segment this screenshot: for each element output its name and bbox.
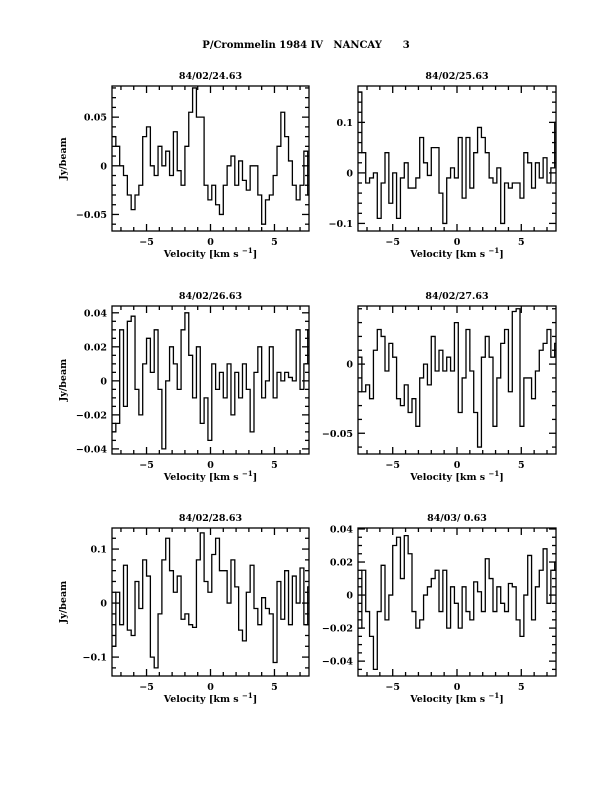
spectrum-panel: 84/02/26.63 −5 0 5 −0.04 −0.02 0 0.02 0.04 Veloci… (58, 291, 310, 483)
y-tick-label: −0.05 (322, 429, 353, 440)
y-tick-label: −0.02 (322, 624, 353, 635)
x-axis-label: Velocity [km s −1] (409, 691, 503, 705)
x-axis-label: Velocity [km s −1] (163, 246, 257, 260)
x-tick-label: 0 (207, 460, 214, 471)
spectrum-panel: 84/02/24.63 −5 0 5 −0.05 0 0.05 Velocity [km s … (58, 71, 310, 260)
x-axis-label-text: Velocity [km s (163, 694, 242, 705)
figure-title: P/Crommelin 1984 IV NANCAY 3 (202, 40, 409, 51)
x-tick-label: −5 (385, 237, 400, 248)
x-axis-label-superscript: −1 (242, 691, 253, 700)
panel-title: 84/02/25.63 (425, 71, 488, 82)
spectrum-line (358, 534, 556, 671)
x-axis-label-bracket: ] (253, 694, 258, 705)
x-tick-label: 5 (271, 460, 278, 471)
y-tick-label: 0.05 (84, 113, 107, 124)
y-tick-label: −0.1 (83, 653, 108, 664)
x-tick-label: −5 (385, 682, 400, 693)
spectrum-line (358, 308, 556, 448)
y-tick-label: −0.1 (329, 219, 354, 230)
x-axis-label-bracket: ] (499, 249, 504, 260)
y-tick-label: −0.02 (76, 410, 107, 421)
y-tick-label: −0.04 (322, 657, 353, 668)
y-tick-label: 0.1 (336, 118, 353, 129)
spectrum-line (358, 91, 556, 225)
panel-title: 84/02/27.63 (425, 291, 488, 302)
plot-frame (111, 85, 310, 232)
plot-frame (357, 305, 557, 455)
y-tick-label: 0 (346, 168, 353, 179)
x-tick-label: 0 (454, 682, 461, 693)
x-axis-label-superscript: −1 (242, 246, 253, 255)
x-axis-label: Velocity [km s −1] (163, 469, 257, 483)
y-tick-label: 0 (346, 360, 353, 371)
plot-frame (111, 527, 310, 677)
x-tick-label: −5 (385, 460, 400, 471)
x-axis-label-bracket: ] (499, 694, 504, 705)
x-axis-label: Velocity [km s −1] (163, 691, 257, 705)
y-tick-label: −0.05 (76, 210, 107, 221)
x-axis-label: Velocity [km s −1] (409, 246, 503, 260)
x-axis-label: Velocity [km s −1] (409, 469, 503, 483)
y-tick-label: 0 (100, 599, 107, 610)
y-tick-label: 0.04 (84, 308, 108, 319)
spectrum-line (112, 87, 309, 225)
plot-frame (357, 527, 557, 677)
x-axis-label-superscript: −1 (488, 469, 499, 478)
x-tick-label: 5 (271, 682, 278, 693)
y-tick-label: −0.04 (76, 444, 107, 455)
x-tick-label: 0 (207, 682, 214, 693)
x-axis-label-text: Velocity [km s (163, 249, 242, 260)
panel-title: 84/02/28.63 (179, 513, 242, 524)
x-axis-label-text: Velocity [km s (163, 472, 242, 483)
panel-title: 84/02/24.63 (179, 71, 242, 82)
x-axis-label-text: Velocity [km s (409, 249, 488, 260)
panel-title: 84/02/26.63 (179, 291, 242, 302)
x-tick-label: 0 (454, 460, 461, 471)
plot-frame (111, 305, 310, 455)
x-axis-label-bracket: ] (253, 249, 258, 260)
y-tick-label: 0 (100, 376, 107, 387)
y-tick-label: 0 (100, 161, 107, 172)
spectrum-panel: 84/03/ 0.63 −5 0 5 −0.04 −0.02 0 0.02 0.04 Veloci… (322, 513, 557, 705)
y-tick-label: 0.04 (330, 524, 354, 535)
y-axis-label: Jy/beam (58, 359, 69, 402)
x-tick-label: 0 (454, 237, 461, 248)
x-tick-label: −5 (139, 237, 154, 248)
y-tick-label: 0.02 (330, 558, 353, 569)
x-axis-label-text: Velocity [km s (409, 694, 488, 705)
x-tick-label: −5 (139, 460, 154, 471)
spectrum-panel: 84/02/25.63 −5 0 5 −0.1 0 0.1 Velocity [km s −1… (329, 71, 557, 260)
x-tick-label: 5 (518, 682, 525, 693)
x-tick-label: −5 (139, 682, 154, 693)
spectrum-line (112, 532, 309, 669)
x-tick-label: 5 (518, 237, 525, 248)
x-axis-label-bracket: ] (499, 472, 504, 483)
x-axis-label-superscript: −1 (488, 246, 499, 255)
y-tick-label: 0 (346, 591, 353, 602)
x-axis-label-superscript: −1 (242, 469, 253, 478)
x-tick-label: 0 (207, 237, 214, 248)
x-tick-label: 5 (518, 460, 525, 471)
x-axis-label-superscript: −1 (488, 691, 499, 700)
x-axis-label-bracket: ] (253, 472, 258, 483)
y-tick-label: 0.1 (90, 545, 107, 556)
y-axis-label: Jy/beam (58, 137, 69, 180)
y-tick-label: 0.02 (84, 342, 107, 353)
spectrum-line (112, 312, 309, 450)
spectrum-panel: 84/02/28.63 −5 0 5 −0.1 0 0.1 Velocity [km s −1… (58, 513, 310, 705)
x-tick-label: 5 (271, 237, 278, 248)
x-axis-label-text: Velocity [km s (409, 472, 488, 483)
y-axis-label: Jy/beam (58, 581, 69, 624)
panel-title: 84/03/ 0.63 (427, 513, 487, 524)
plot-frame (357, 85, 557, 232)
